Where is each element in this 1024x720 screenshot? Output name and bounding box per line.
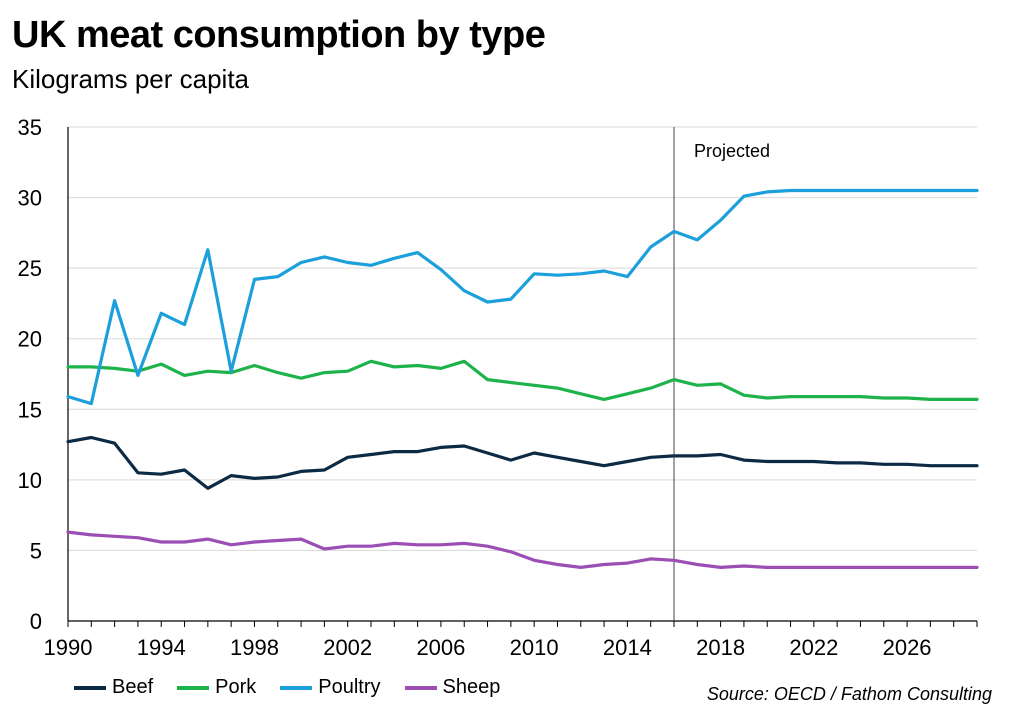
series-line-beef xyxy=(66,435,979,490)
legend-item-poultry: Poultry xyxy=(280,676,381,699)
x-tick-label-1994: 1994 xyxy=(137,635,186,660)
legend-label-beef: Beef xyxy=(112,676,154,698)
y-tick-label-25: 25 xyxy=(18,256,42,281)
source-note: Source: OECD / Fathom Consulting xyxy=(706,684,992,704)
x-tick-label-2014: 2014 xyxy=(603,635,652,660)
x-tick-label-1990: 1990 xyxy=(44,635,93,660)
y-tick-label-35: 35 xyxy=(18,115,42,140)
legend-swatch-poultry xyxy=(280,685,313,690)
x-tick-label-2018: 2018 xyxy=(696,635,745,660)
legend-swatch-pork xyxy=(177,685,210,690)
projected-annotation: Projected xyxy=(694,141,770,161)
legend-item-beef: Beef xyxy=(74,676,153,699)
x-tick-label-2010: 2010 xyxy=(510,635,559,660)
legend-item-sheep: Sheep xyxy=(404,676,501,699)
y-tick-label-30: 30 xyxy=(18,186,42,211)
y-tick-label-20: 20 xyxy=(18,327,42,352)
x-tick-label-2026: 2026 xyxy=(883,635,932,660)
x-tick-label-2002: 2002 xyxy=(323,635,372,660)
x-tick-label-2006: 2006 xyxy=(416,635,465,660)
legend-label-sheep: Sheep xyxy=(442,676,501,698)
legend-item-pork: Pork xyxy=(177,676,256,699)
series-line-sheep xyxy=(66,530,979,570)
chart-title: UK meat consumption by type xyxy=(12,14,546,56)
y-tick-label-5: 5 xyxy=(30,538,42,563)
legend-label-poultry: Poultry xyxy=(318,676,381,698)
x-tick-label-1998: 1998 xyxy=(230,635,279,660)
series-line-pork xyxy=(66,359,979,401)
legend-swatch-beef xyxy=(74,685,106,690)
legend-label-pork: Pork xyxy=(215,676,257,698)
y-tick-label-0: 0 xyxy=(30,609,42,634)
y-tick-label-15: 15 xyxy=(18,397,42,422)
chart-subtitle: Kilograms per capita xyxy=(12,64,249,94)
x-tick-label-2022: 2022 xyxy=(789,635,838,660)
legend-swatch-sheep xyxy=(404,685,437,690)
legend: Beef Pork Poultry Sheep xyxy=(74,676,500,699)
y-tick-label-10: 10 xyxy=(18,468,42,493)
series-line-poultry xyxy=(66,188,979,406)
